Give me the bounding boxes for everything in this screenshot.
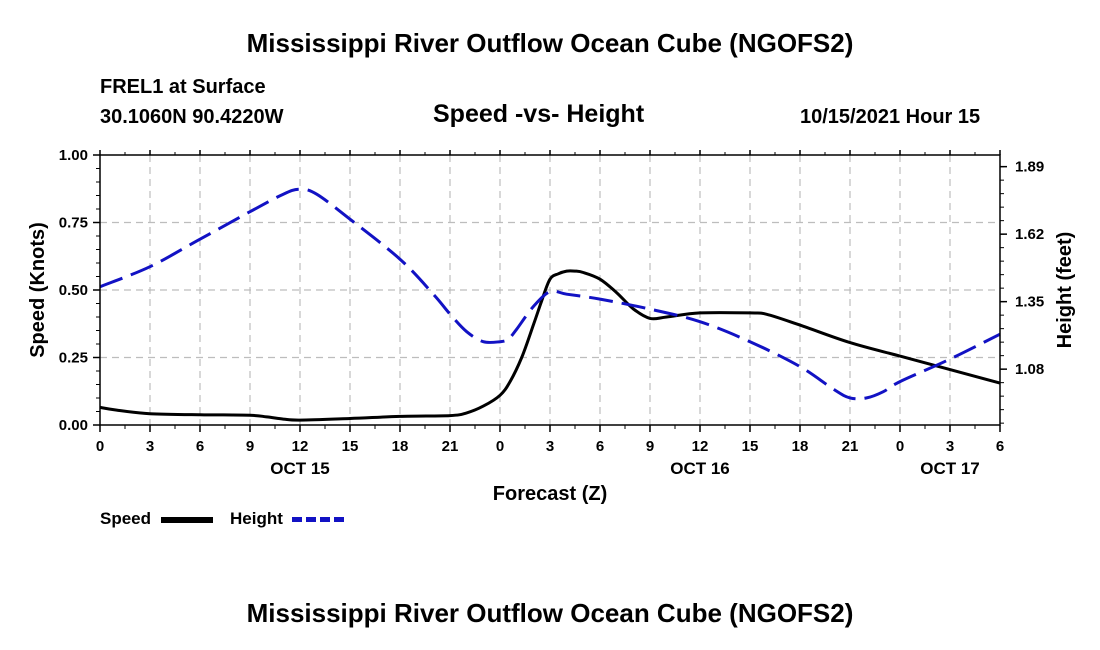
x-tick-label: 3 [546,438,554,455]
y2-tick-label: 1.08 [1015,361,1044,378]
x-tick-label: 0 [496,438,504,455]
chart-title: Speed -vs- Height [433,100,645,128]
y-axis-label: Speed (Knots) [27,222,49,358]
y-tick-label: 0.50 [59,282,88,299]
x-tick-label: 12 [692,438,709,455]
y2-tick-label: 1.35 [1015,294,1044,311]
legend-speed-label: Speed [100,509,152,528]
axis-ticks [93,150,1007,432]
legend-height-swatch [292,517,344,522]
speed-series-line [99,269,1001,422]
x-tick-label: 12 [292,438,309,455]
x-tick-label: 3 [946,438,954,455]
x-tick-label: 21 [842,438,859,455]
x-tick-label: 6 [196,438,204,455]
y-tick-label: 0.00 [59,417,88,434]
page-title: Mississippi River Outflow Ocean Cube (NG… [246,28,854,58]
y2-axis-label: Height (feet) [1054,232,1076,349]
chart: 0 3 6 9 12 15 18 21 0 3 6 9 12 15 18 21 0 3 6 OCT 15 OCT 16 O… [27,147,1076,505]
x-tick-label: 21 [442,438,459,455]
footer-title: Mississippi River Outflow Ocean Cube (NG… [246,598,854,628]
date-label: OCT 16 [670,459,730,478]
station-coords: 30.1060N 90.4220W [100,106,284,128]
grid-lines [100,155,1000,425]
station-name: FREL1 at Surface [100,76,266,98]
y-tick-label: 1.00 [59,147,88,164]
x-tick-label: 18 [792,438,809,455]
x-tick-label: 15 [742,438,759,455]
series-lines [99,187,1001,422]
x-tick-label: 9 [646,438,654,455]
x-tick-label: 18 [392,438,409,455]
x-tick-label: 6 [596,438,604,455]
y-tick-label: 0.25 [59,350,88,367]
x-tick-label: 6 [996,438,1004,455]
legend-height-label: Height [230,509,283,528]
forecast-datetime: 10/15/2021 Hour 15 [800,106,981,128]
x-tick-label: 9 [246,438,254,455]
legend-speed-swatch [161,517,213,523]
y2-tick-label: 1.89 [1015,159,1044,176]
x-tick-label: 15 [342,438,359,455]
x-axis-label: Forecast (Z) [493,483,607,505]
tick-labels: 0 3 6 9 12 15 18 21 0 3 6 9 12 15 18 21 0 3 6 OCT 15 OCT 16 O… [59,147,1044,478]
date-label: OCT 17 [920,459,980,478]
x-tick-label: 3 [146,438,154,455]
y2-tick-label: 1.62 [1015,226,1044,243]
height-series-line [99,187,1001,401]
x-tick-label: 0 [96,438,104,455]
y-tick-label: 0.75 [59,215,88,232]
x-tick-label: 0 [896,438,904,455]
date-label: OCT 15 [270,459,330,478]
